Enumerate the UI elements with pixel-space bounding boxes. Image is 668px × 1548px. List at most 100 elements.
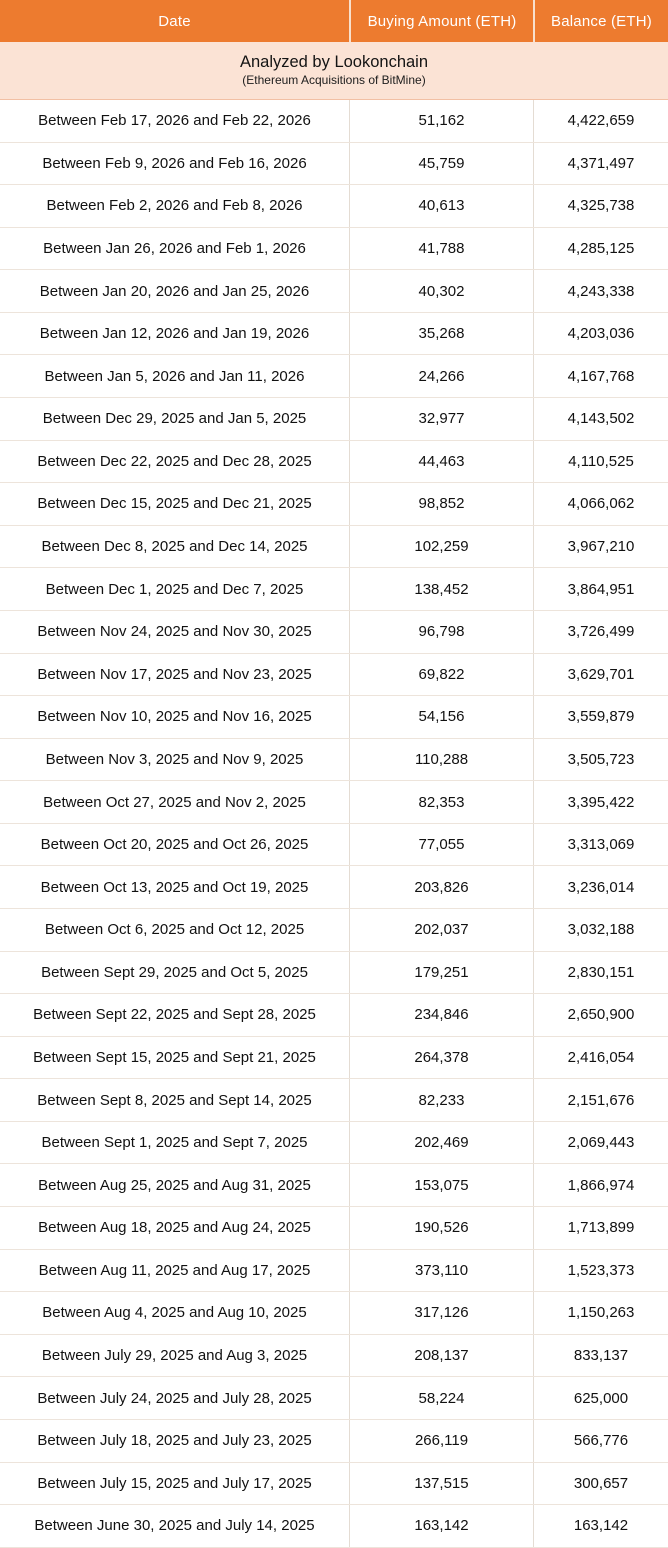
table-row: Between Feb 2, 2026 and Feb 8, 2026 40,61… (0, 185, 668, 228)
cell-date: Between June 30, 2025 and July 14, 2025 (34, 1517, 315, 1535)
cell-buying-amount: 190,526 (349, 1207, 533, 1249)
cell-balance: 4,167,768 (533, 355, 668, 398)
cell-date: Between July 15, 2025 and July 17, 2025 (37, 1474, 312, 1492)
table-row: Between Nov 3, 2025 and Nov 9, 2025 110,2… (0, 738, 668, 782)
table-row: Between Sept 15, 2025 and Sept 21, 2025 2… (0, 1036, 668, 1080)
cell-balance: 300,657 (533, 1462, 668, 1505)
table-row: Between Nov 10, 2025 and Nov 16, 2025 54,… (0, 696, 668, 739)
cell-date: Between Oct 6, 2025 and Oct 12, 2025 (44, 921, 305, 939)
cell-balance: 2,830,151 (533, 951, 668, 994)
cell-date: Between Aug 18, 2025 and Aug 24, 2025 (38, 1219, 311, 1237)
cell-buying-amount: 44,463 (349, 440, 533, 483)
cell-buying-amount: 35,268 (349, 312, 533, 355)
cell-buying-amount: 45,759 (349, 142, 533, 185)
cell-buying-amount: 266,119 (349, 1419, 533, 1462)
table-row: Between June 30, 2025 and July 14, 2025 1… (0, 1505, 668, 1548)
cell-buying-amount: 138,452 (349, 568, 533, 610)
cell-balance: 4,285,125 (533, 227, 668, 270)
table-row: Between Oct 6, 2025 and Oct 12, 2025 202,… (0, 908, 668, 952)
cell-balance: 1,150,263 (533, 1292, 668, 1334)
cell-buying-amount: 24,266 (349, 355, 533, 398)
column-header-buying-amount: Buying Amount (ETH) (349, 0, 533, 42)
cell-date: Between Sept 29, 2025 and Oct 5, 2025 (41, 963, 308, 981)
cell-date: Between Nov 3, 2025 and Nov 9, 2025 (45, 750, 304, 768)
cell-buying-amount: 264,378 (349, 1036, 533, 1079)
cell-date: Between July 18, 2025 and July 23, 2025 (37, 1432, 312, 1450)
cell-balance: 1,523,373 (533, 1249, 668, 1292)
cell-balance: 2,151,676 (533, 1079, 668, 1121)
table-row: Between Oct 20, 2025 and Oct 26, 2025 77,… (0, 823, 668, 867)
cell-date: Between Sept 8, 2025 and Sept 14, 2025 (37, 1091, 312, 1109)
column-header-date: Date (158, 12, 191, 30)
table-row: Between July 18, 2025 and July 23, 2025 2… (0, 1419, 668, 1463)
table-row: Between Dec 15, 2025 and Dec 21, 2025 98,… (0, 483, 668, 526)
cell-balance: 2,069,443 (533, 1121, 668, 1164)
table-row: Between Sept 22, 2025 and Sept 28, 2025 2… (0, 994, 668, 1037)
cell-balance: 3,032,188 (533, 908, 668, 951)
table-row: Between Dec 29, 2025 and Jan 5, 2025 32,9… (0, 398, 668, 441)
cell-date: Between July 24, 2025 and July 28, 2025 (37, 1389, 312, 1407)
cell-buying-amount: 202,469 (349, 1121, 533, 1164)
cell-date: Between Nov 24, 2025 and Nov 30, 2025 (37, 623, 312, 641)
cell-date: Between Jan 12, 2026 and Jan 19, 2026 (39, 325, 310, 343)
cell-balance: 4,325,738 (533, 185, 668, 227)
cell-date: Between July 29, 2025 and Aug 3, 2025 (41, 1347, 308, 1365)
table-caption-band: Analyzed by Lookonchain (Ethereum Acquis… (0, 42, 668, 100)
cell-buying-amount: 96,798 (349, 610, 533, 653)
cell-balance: 4,243,338 (533, 270, 668, 312)
cell-date: Between Feb 9, 2026 and Feb 16, 2026 (42, 154, 307, 172)
cell-date: Between Oct 13, 2025 and Oct 19, 2025 (40, 878, 309, 896)
cell-balance: 2,650,900 (533, 994, 668, 1036)
cell-buying-amount: 51,162 (349, 100, 533, 142)
cell-balance: 3,559,879 (533, 696, 668, 738)
table-row: Between Oct 13, 2025 and Oct 19, 2025 203… (0, 866, 668, 909)
cell-buying-amount: 98,852 (349, 483, 533, 525)
cell-balance: 3,967,210 (533, 525, 668, 568)
cell-buying-amount: 110,288 (349, 738, 533, 781)
column-header-balance: Balance (ETH) (533, 0, 668, 42)
cell-balance: 3,313,069 (533, 823, 668, 866)
cell-date: Between Jan 5, 2026 and Jan 11, 2026 (44, 367, 305, 385)
cell-buying-amount: 82,233 (349, 1079, 533, 1121)
cell-date: Between Nov 17, 2025 and Nov 23, 2025 (37, 665, 312, 683)
cell-balance: 4,143,502 (533, 398, 668, 440)
cell-balance: 4,422,659 (533, 100, 668, 142)
cell-buying-amount: 69,822 (349, 653, 533, 696)
table-row: Between Oct 27, 2025 and Nov 2, 2025 82,3… (0, 781, 668, 824)
caption-subtitle: (Ethereum Acquisitions of BitMine) (242, 73, 426, 88)
table-row: Between Sept 8, 2025 and Sept 14, 2025 82… (0, 1079, 668, 1122)
cell-balance: 163,142 (533, 1505, 668, 1547)
cell-date: Between Oct 20, 2025 and Oct 26, 2025 (40, 836, 309, 854)
cell-buying-amount: 202,037 (349, 908, 533, 951)
table-row: Between July 29, 2025 and Aug 3, 2025 208… (0, 1334, 668, 1378)
cell-balance: 3,505,723 (533, 738, 668, 781)
cell-buying-amount: 137,515 (349, 1462, 533, 1505)
table-header-row: Date Buying Amount (ETH) Balance (ETH) (0, 0, 668, 42)
table-row: Between Nov 24, 2025 and Nov 30, 2025 96,… (0, 610, 668, 654)
cell-date: Between Dec 1, 2025 and Dec 7, 2025 (45, 580, 304, 598)
cell-date: Between Dec 22, 2025 and Dec 28, 2025 (37, 452, 312, 470)
cell-date: Between Jan 26, 2026 and Feb 1, 2026 (43, 240, 306, 258)
table-row: Between Feb 17, 2026 and Feb 22, 2026 51,… (0, 100, 668, 143)
cell-buying-amount: 82,353 (349, 781, 533, 823)
cell-date: Between Dec 8, 2025 and Dec 14, 2025 (41, 538, 308, 556)
table-row: Between July 15, 2025 and July 17, 2025 1… (0, 1462, 668, 1506)
cell-balance: 1,713,899 (533, 1207, 668, 1249)
cell-date: Between Dec 15, 2025 and Dec 21, 2025 (37, 495, 312, 513)
table-body: Between Feb 17, 2026 and Feb 22, 2026 51,… (0, 100, 668, 1548)
cell-balance: 625,000 (533, 1377, 668, 1419)
cell-buying-amount: 208,137 (349, 1334, 533, 1377)
cell-date: Between Sept 15, 2025 and Sept 21, 2025 (33, 1049, 316, 1066)
cell-balance: 2,416,054 (533, 1036, 668, 1079)
cell-buying-amount: 77,055 (349, 823, 533, 866)
table-row: Between Dec 8, 2025 and Dec 14, 2025 102,… (0, 525, 668, 569)
cell-buying-amount: 102,259 (349, 525, 533, 568)
cell-buying-amount: 32,977 (349, 398, 533, 440)
cell-buying-amount: 203,826 (349, 866, 533, 908)
cell-date: Between Feb 2, 2026 and Feb 8, 2026 (46, 197, 303, 215)
table-row: Between Sept 1, 2025 and Sept 7, 2025 202… (0, 1121, 668, 1165)
table-row: Between July 24, 2025 and July 28, 2025 5… (0, 1377, 668, 1420)
table-row: Between Aug 18, 2025 and Aug 24, 2025 190… (0, 1207, 668, 1250)
table-row: Between Jan 26, 2026 and Feb 1, 2026 41,7… (0, 227, 668, 271)
table-row: Between Jan 20, 2026 and Jan 25, 2026 40,… (0, 270, 668, 313)
